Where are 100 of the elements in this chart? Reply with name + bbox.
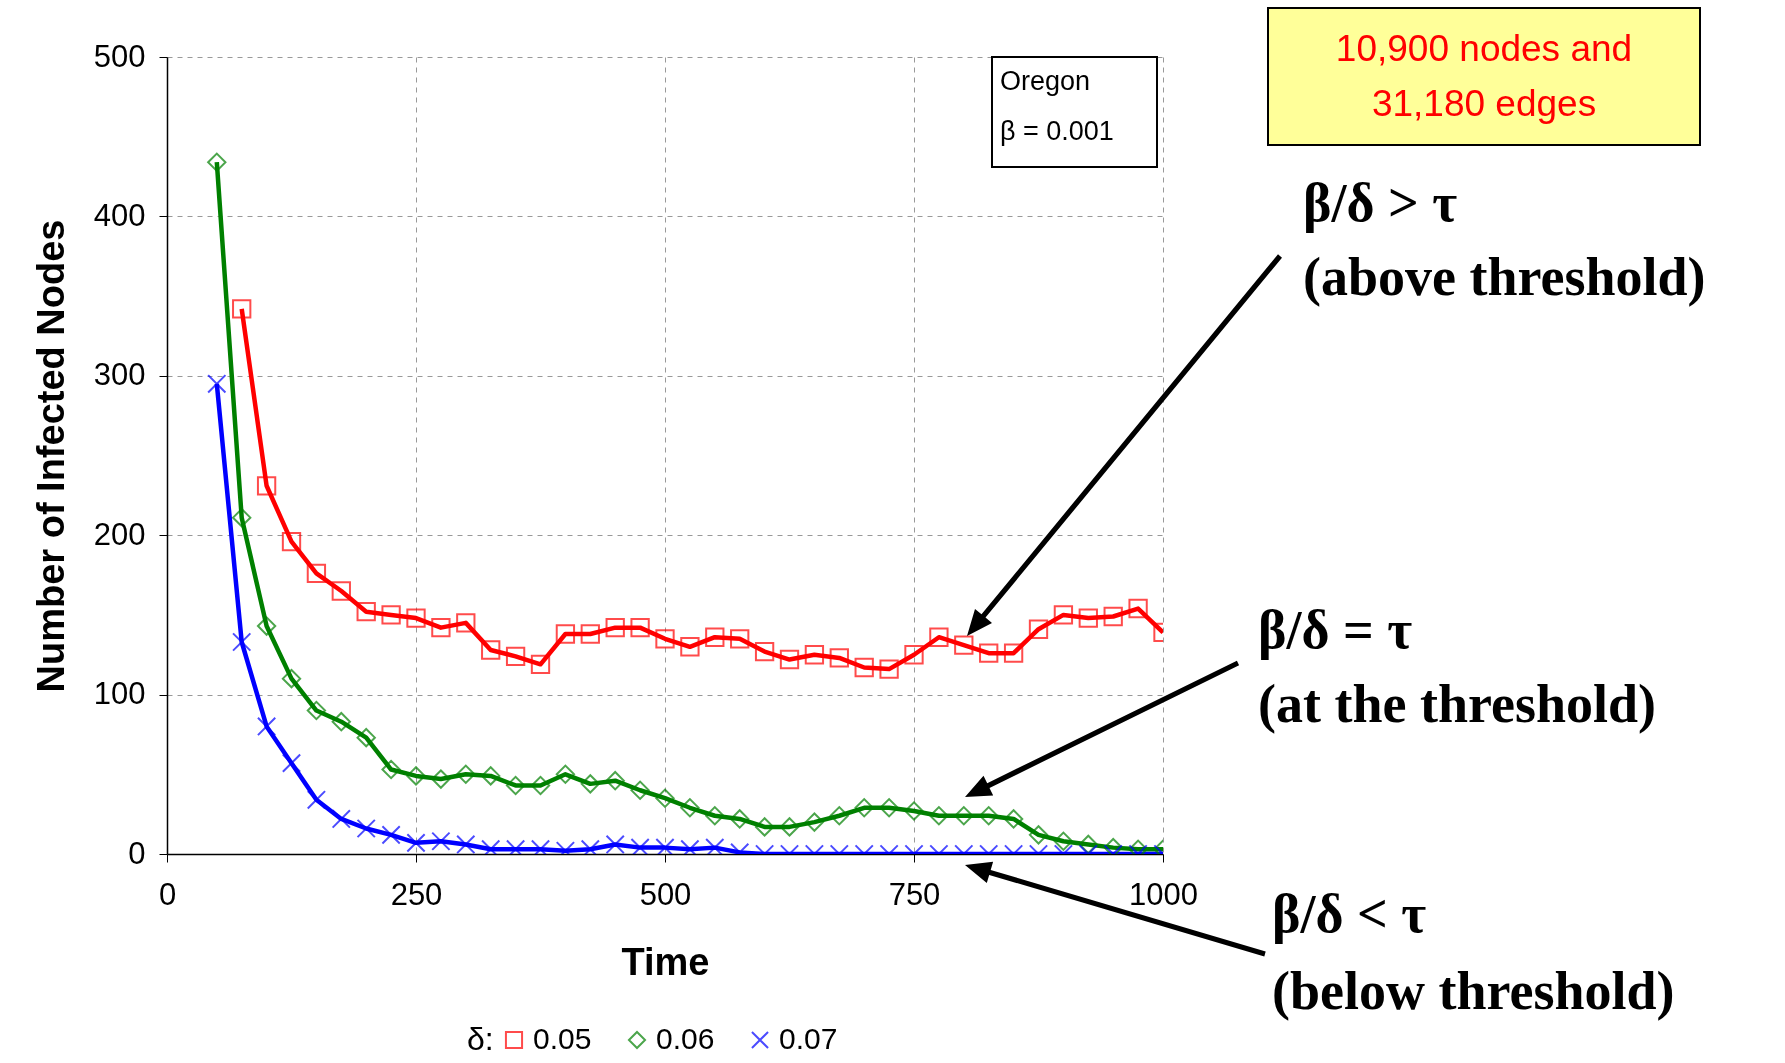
point bbox=[555, 764, 576, 784]
point bbox=[456, 764, 476, 784]
point bbox=[1128, 598, 1148, 619]
legend-label: 0.07 bbox=[779, 1022, 838, 1055]
text: β/δ < τ (below threshold) bbox=[1272, 884, 1675, 1021]
point bbox=[281, 669, 302, 689]
point bbox=[1103, 837, 1123, 854]
point bbox=[630, 617, 650, 638]
point bbox=[530, 654, 551, 674]
point bbox=[406, 833, 426, 853]
point bbox=[505, 775, 526, 796]
point bbox=[630, 780, 650, 800]
point bbox=[954, 806, 974, 826]
point bbox=[705, 627, 725, 647]
point bbox=[879, 659, 899, 679]
point bbox=[979, 806, 999, 826]
point bbox=[879, 798, 899, 818]
point bbox=[256, 616, 277, 636]
point bbox=[530, 775, 551, 796]
point bbox=[680, 637, 700, 657]
legend-label: 0.06 bbox=[656, 1022, 715, 1055]
point bbox=[306, 563, 327, 584]
point bbox=[555, 624, 576, 644]
point bbox=[505, 646, 526, 666]
point bbox=[306, 790, 327, 810]
point bbox=[605, 834, 625, 854]
point bbox=[1078, 834, 1098, 854]
point bbox=[804, 812, 825, 832]
point bbox=[929, 627, 949, 647]
point bbox=[356, 602, 376, 622]
point bbox=[779, 649, 800, 670]
point bbox=[1078, 608, 1098, 628]
point bbox=[456, 613, 476, 633]
point bbox=[929, 806, 949, 826]
point bbox=[481, 766, 501, 786]
point bbox=[356, 727, 376, 748]
point bbox=[904, 645, 924, 665]
point bbox=[331, 581, 351, 601]
point bbox=[630, 837, 650, 854]
point bbox=[904, 801, 924, 821]
x-tick-label: 500 bbox=[639, 876, 692, 912]
point bbox=[705, 837, 725, 854]
point bbox=[979, 643, 999, 663]
point bbox=[580, 624, 600, 644]
y-axis-title: Number of Infected Nodes bbox=[29, 219, 72, 693]
point bbox=[829, 648, 849, 668]
point bbox=[406, 766, 426, 786]
point bbox=[804, 645, 825, 665]
point bbox=[481, 640, 501, 660]
point bbox=[655, 837, 675, 854]
point bbox=[580, 774, 600, 794]
y-tick-label: 400 bbox=[93, 197, 146, 233]
x-tick-label: 0 bbox=[158, 876, 177, 912]
point bbox=[306, 700, 327, 721]
y-tick-label: 200 bbox=[93, 516, 146, 552]
point bbox=[207, 374, 227, 394]
y-tick-label: 500 bbox=[93, 38, 146, 74]
point bbox=[281, 753, 302, 773]
point bbox=[381, 605, 401, 625]
point bbox=[456, 834, 476, 854]
y-tick-label: 300 bbox=[93, 357, 146, 393]
y-tick-label: 100 bbox=[93, 676, 146, 712]
point bbox=[256, 716, 277, 737]
point bbox=[730, 809, 750, 829]
point bbox=[1003, 809, 1024, 829]
point bbox=[381, 825, 401, 845]
text: 10,900 nodes and 31,180 edges bbox=[1335, 28, 1633, 124]
point bbox=[256, 476, 277, 496]
point bbox=[829, 806, 849, 826]
point bbox=[1028, 825, 1049, 845]
point bbox=[331, 712, 351, 732]
point bbox=[1053, 831, 1074, 851]
point bbox=[232, 632, 252, 652]
point bbox=[680, 798, 700, 818]
point bbox=[705, 806, 725, 826]
x-axis-title: Time bbox=[621, 940, 710, 983]
point bbox=[431, 831, 451, 851]
point bbox=[381, 759, 401, 780]
point bbox=[954, 635, 974, 655]
point bbox=[431, 769, 451, 789]
point bbox=[1003, 643, 1024, 663]
point bbox=[431, 617, 451, 638]
point bbox=[605, 617, 625, 638]
point bbox=[1103, 606, 1123, 627]
point bbox=[754, 641, 775, 662]
point bbox=[655, 788, 675, 808]
legend-label: 0.05 bbox=[533, 1022, 592, 1055]
point bbox=[730, 629, 750, 649]
x-tick-label: 750 bbox=[888, 876, 941, 912]
point bbox=[605, 771, 625, 791]
point bbox=[406, 608, 426, 628]
x-tick-label: 250 bbox=[390, 876, 443, 912]
point bbox=[281, 531, 302, 552]
point bbox=[1028, 619, 1049, 639]
point bbox=[779, 817, 800, 837]
text: β/δ = τ (at the threshold) bbox=[1258, 600, 1656, 734]
point bbox=[655, 629, 675, 649]
x-tick-label: 1000 bbox=[1129, 876, 1198, 912]
legend-title: δ: bbox=[467, 1021, 494, 1057]
text: β/δ > τ (above threshold) bbox=[1303, 173, 1706, 307]
